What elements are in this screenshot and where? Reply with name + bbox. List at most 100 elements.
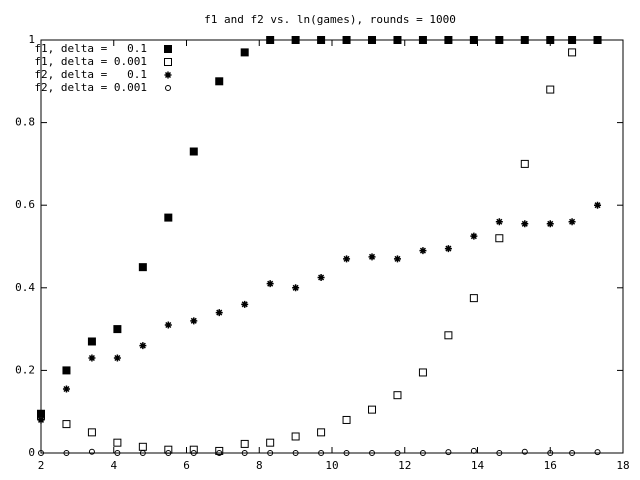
- point: [520, 36, 529, 44]
- point: [368, 405, 377, 414]
- point: [164, 321, 172, 329]
- point: [470, 232, 478, 240]
- point: [495, 218, 503, 226]
- legend-marker: [165, 85, 171, 91]
- point: [215, 77, 224, 86]
- point: [469, 36, 478, 44]
- legend-marker: [164, 45, 172, 53]
- point: [87, 428, 96, 437]
- point: [240, 48, 249, 57]
- x-tick-label: 16: [544, 459, 557, 472]
- y-tick-label: 1: [28, 33, 35, 46]
- point: [318, 450, 325, 456]
- point: [241, 300, 249, 308]
- point: [114, 450, 121, 456]
- point: [266, 438, 275, 447]
- point: [343, 450, 350, 456]
- point: [521, 448, 528, 455]
- point: [266, 280, 274, 288]
- point: [419, 450, 426, 456]
- point: [317, 36, 326, 44]
- point: [37, 409, 45, 418]
- point: [393, 391, 402, 400]
- plot-frame: [40, 39, 624, 454]
- x-tick-label: 12: [398, 459, 411, 472]
- point: [215, 309, 223, 317]
- x-tick-label: 18: [616, 459, 629, 472]
- legend-label: f1, delta = 0.1: [34, 42, 147, 55]
- legend-label: f1, delta = 0.001: [34, 55, 147, 68]
- point: [568, 48, 577, 57]
- point: [215, 446, 224, 455]
- point: [418, 368, 427, 377]
- point: [521, 220, 529, 228]
- point: [87, 337, 96, 346]
- point: [369, 450, 376, 456]
- point: [291, 432, 300, 441]
- point: [164, 445, 173, 454]
- point: [342, 415, 351, 424]
- point: [496, 450, 503, 456]
- point: [394, 450, 401, 456]
- point: [138, 263, 147, 272]
- point: [393, 36, 402, 44]
- y-tick-label: 0.2: [15, 363, 35, 376]
- point: [469, 294, 478, 303]
- point: [189, 445, 198, 454]
- point: [444, 245, 452, 253]
- chart-title: f1 and f2 vs. ln(games), rounds = 1000: [204, 13, 456, 26]
- point: [62, 420, 71, 429]
- point: [241, 450, 248, 456]
- point: [216, 450, 223, 456]
- point: [139, 342, 147, 350]
- point: [593, 36, 602, 44]
- point: [495, 234, 504, 243]
- point: [113, 354, 121, 362]
- point: [292, 450, 299, 456]
- point: [419, 247, 427, 255]
- point: [594, 201, 602, 209]
- point: [62, 385, 70, 393]
- x-tick-label: 14: [471, 459, 485, 472]
- x-tick-label: 8: [256, 459, 263, 472]
- y-tick-label: 0.6: [15, 198, 35, 211]
- point: [444, 331, 453, 340]
- y-tick-label: 0.8: [15, 116, 35, 129]
- point: [88, 448, 95, 455]
- point: [546, 220, 554, 228]
- point: [62, 366, 71, 375]
- point: [444, 36, 453, 44]
- point: [317, 428, 326, 437]
- point: [267, 450, 274, 456]
- point: [88, 354, 96, 362]
- x-tick-label: 10: [325, 459, 338, 472]
- legend-marker: [164, 58, 172, 66]
- legend-label: f2, delta = 0.001: [34, 81, 147, 94]
- point: [190, 450, 197, 456]
- point: [569, 450, 576, 456]
- point: [418, 36, 427, 44]
- point: [342, 36, 351, 44]
- point: [317, 273, 325, 281]
- point: [113, 325, 122, 334]
- point: [292, 284, 300, 292]
- point: [495, 36, 504, 44]
- point: [113, 438, 122, 447]
- x-tick-label: 4: [110, 459, 117, 472]
- point: [520, 159, 529, 168]
- x-tick-label: 6: [183, 459, 190, 472]
- point: [568, 218, 576, 226]
- y-tick-label: 0.4: [15, 281, 35, 294]
- point: [343, 255, 351, 263]
- point: [139, 450, 146, 456]
- point: [368, 36, 377, 44]
- point: [568, 36, 577, 44]
- point: [164, 213, 173, 222]
- point: [470, 447, 477, 454]
- point: [393, 255, 401, 263]
- point: [593, 36, 602, 44]
- point: [37, 416, 45, 424]
- point: [546, 85, 555, 94]
